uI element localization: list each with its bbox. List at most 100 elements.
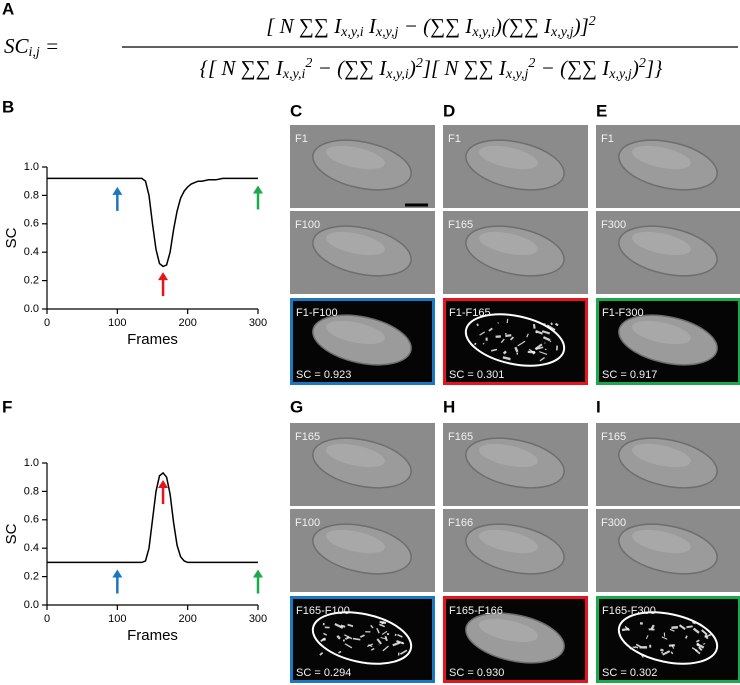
y-tick-label: 0.6: [24, 514, 39, 526]
cell-texture: [502, 356, 511, 361]
cell-texture: [482, 342, 485, 345]
cell-highlight: [326, 145, 385, 170]
formula-part: {[ N ∑∑ I: [200, 56, 284, 80]
frame-label: F165: [448, 431, 473, 443]
panel-label: B: [2, 97, 14, 116]
y-tick-label: 1.0: [24, 161, 39, 173]
cell-texture: [370, 647, 375, 651]
micrograph: F1: [596, 125, 740, 208]
cell-highlight: [479, 231, 538, 256]
formula-part: 2: [639, 56, 646, 71]
sc-label: SC = 0.302: [602, 667, 657, 679]
formula-part: x,y,i: [282, 67, 306, 82]
formula-part: I: [364, 14, 377, 38]
cell-texture: [476, 323, 479, 327]
y-tick-label: 0.4: [24, 542, 39, 554]
formula-part: x,y,j: [505, 67, 529, 82]
y-tick-label: 0.0: [24, 303, 39, 315]
cell-texture: [502, 350, 507, 355]
x-tick-label: 100: [108, 613, 126, 625]
panel-label: H: [443, 397, 455, 416]
frame-label: F165: [601, 431, 626, 443]
formula-part: x,y,j: [375, 25, 399, 40]
arrow-head: [112, 186, 123, 195]
cell-texture: [685, 635, 688, 639]
frame-label: F300: [601, 219, 626, 231]
micrograph: F300: [596, 509, 740, 592]
difference-image: F165-F100 SC = 0.294: [290, 596, 435, 683]
cell-texture: [334, 622, 344, 629]
frame-label: F1: [601, 133, 614, 145]
sc-label: SC = 0.301: [449, 369, 504, 381]
formula-part: ][ N ∑∑ I: [422, 56, 507, 80]
formula-part: − (∑∑ I: [398, 14, 473, 38]
cell-texture: [488, 327, 493, 332]
arrow-head: [253, 569, 263, 578]
micrograph: F300: [596, 211, 740, 294]
formula-part: 2: [589, 14, 596, 29]
cell-texture: [669, 628, 675, 632]
cell-highlight: [326, 529, 385, 554]
cell-texture: [534, 343, 543, 350]
cell-texture: [698, 646, 703, 652]
frame-label: F1: [448, 133, 461, 145]
cell-texture: [347, 623, 354, 628]
cell-texture: [535, 330, 543, 335]
cell-texture: [479, 331, 486, 336]
cell-texture: [702, 643, 706, 645]
arrow: [158, 272, 169, 297]
cell-texture: [338, 650, 342, 654]
arrow: [253, 185, 263, 210]
difference-image: F1-F165 SC = 0.301: [443, 298, 588, 385]
x-tick-label: 300: [249, 613, 267, 625]
cell-texture: [546, 324, 556, 332]
cell-texture: [650, 624, 655, 630]
formula-part: x,y,i: [385, 67, 409, 82]
micrograph: F1: [290, 125, 435, 208]
cell-texture: [691, 647, 698, 652]
cell-texture: [336, 635, 341, 640]
cell-texture: [660, 648, 664, 652]
formula-part: ]}: [645, 56, 663, 80]
formula-part: 2: [528, 56, 535, 71]
micrograph: F100: [290, 509, 435, 592]
cell-texture: [541, 330, 551, 335]
cell-texture: [696, 642, 700, 647]
cell-texture: [701, 629, 708, 636]
cell-texture: [352, 637, 361, 641]
cell-texture: [678, 624, 686, 631]
cell-texture: [379, 623, 386, 628]
cell-texture: [634, 646, 639, 649]
cell-texture: [376, 638, 382, 645]
cell-highlight: [632, 320, 691, 345]
arrow: [158, 480, 169, 505]
cell-highlight: [326, 320, 385, 345]
arrow-head: [253, 185, 263, 194]
micrograph: F165: [596, 423, 740, 506]
cell-texture: [526, 333, 529, 338]
cell-texture: [381, 630, 388, 635]
x-tick-label: 0: [44, 317, 50, 329]
cell-texture: [319, 652, 324, 656]
cell-texture: [662, 650, 671, 656]
cell-texture: [474, 342, 477, 346]
cell-highlight: [632, 231, 691, 256]
micrograph: F165: [443, 423, 588, 506]
arrow: [253, 569, 263, 594]
cell-texture: [399, 649, 408, 655]
cell-texture: [344, 643, 353, 649]
arrow-head: [158, 480, 169, 489]
panel-label: A: [2, 0, 14, 18]
formula-denominator: {[ N ∑∑ Ix,y,i2 − (∑∑ Ix,y,i)2][ N ∑∑ Ix…: [200, 56, 663, 82]
x-tick-label: 300: [249, 317, 267, 329]
cell-texture: [539, 356, 545, 362]
micrograph: F165: [443, 211, 588, 294]
cell-texture: [632, 646, 636, 649]
cell-texture: [535, 346, 544, 350]
cell-texture: [490, 348, 498, 352]
difference-label: F1-F165: [449, 307, 491, 319]
formula-part: =: [40, 34, 59, 58]
panel-label: C: [290, 101, 302, 120]
cell-texture: [629, 647, 632, 650]
